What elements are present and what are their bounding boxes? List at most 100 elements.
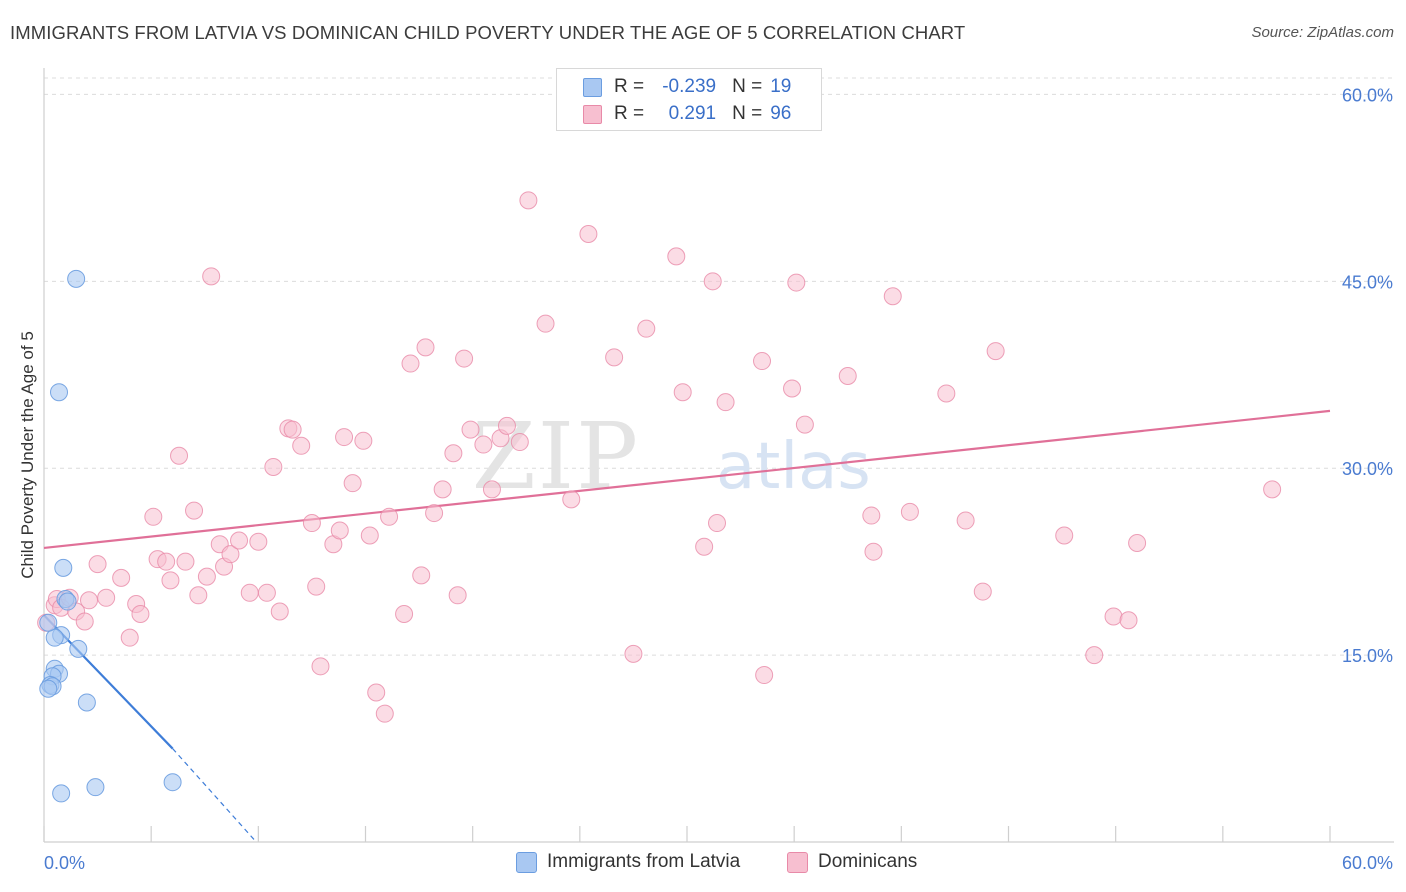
legend-swatch-dominicans xyxy=(583,104,602,124)
point-dominican xyxy=(862,506,881,525)
point-dominican xyxy=(97,588,116,607)
point-dominican xyxy=(416,338,435,357)
legend-r-label: R = xyxy=(614,76,645,97)
legend-row-dominicans: R = 0.291 N = 96 xyxy=(583,102,791,126)
legend-n-value: 19 xyxy=(770,76,792,97)
point-dominican xyxy=(838,367,857,386)
point-dominican xyxy=(249,532,268,551)
point-dominican xyxy=(75,612,94,631)
point-dominican xyxy=(461,420,480,439)
point-dominican xyxy=(673,383,692,402)
point-dominican xyxy=(380,507,399,526)
point-dominican xyxy=(605,348,624,367)
point-dominican xyxy=(883,287,902,306)
point-dominican xyxy=(343,474,362,493)
point-dominican xyxy=(257,583,276,602)
point-dominican xyxy=(230,531,249,550)
point-dominican xyxy=(112,568,131,587)
point-dominican xyxy=(221,545,240,564)
point-dominican xyxy=(448,586,467,605)
point-dominican xyxy=(703,272,722,291)
point-dominican xyxy=(900,502,919,521)
point-dominican xyxy=(1104,607,1123,626)
trend-line-latvia-extension xyxy=(172,748,255,840)
point-dominican xyxy=(157,552,176,571)
point-dominican xyxy=(144,507,163,526)
point-latvia xyxy=(54,558,73,577)
trend-line-dominicans xyxy=(43,409,1331,550)
y-tick-label: 30.0% xyxy=(1342,459,1393,479)
point-dominican xyxy=(335,428,354,447)
point-dominican xyxy=(1085,646,1104,665)
point-dominican xyxy=(367,683,386,702)
point-latvia xyxy=(39,613,58,632)
y-tick-label: 15.0% xyxy=(1342,646,1393,666)
source-credit: Source: ZipAtlas.com xyxy=(1251,24,1394,41)
point-dominican xyxy=(292,436,311,455)
point-dominican xyxy=(1128,533,1147,552)
point-dominican xyxy=(497,416,516,435)
point-dominican xyxy=(302,514,321,533)
point-dominican xyxy=(307,577,326,596)
legend-n-label: N = xyxy=(732,76,763,97)
bottom-legend-latvia-label: Immigrants from Latvia xyxy=(547,851,741,872)
bottom-swatch-latvia xyxy=(516,851,537,873)
point-dominican xyxy=(624,644,643,663)
point-dominican xyxy=(412,566,431,585)
bottom-legend-latvia: Immigrants from Latvia xyxy=(516,851,740,873)
point-dominican xyxy=(695,537,714,556)
point-dominican xyxy=(283,420,302,439)
point-dominican xyxy=(579,224,598,243)
axes xyxy=(43,68,1394,843)
point-dominican xyxy=(536,314,555,333)
point-dominican xyxy=(330,521,349,540)
point-dominican xyxy=(973,582,992,601)
point-dominican xyxy=(176,552,195,571)
gridlines xyxy=(44,77,1394,656)
point-dominican xyxy=(189,586,208,605)
point-dominican xyxy=(986,342,1005,361)
chart-title: IMMIGRANTS FROM LATVIA VS DOMINICAN CHIL… xyxy=(10,22,966,43)
point-dominican xyxy=(270,602,289,621)
point-latvia xyxy=(67,269,86,288)
point-latvia xyxy=(77,693,96,712)
point-dominican xyxy=(474,435,493,454)
point-dominican xyxy=(425,504,444,523)
point-dominican xyxy=(375,704,394,723)
data-points xyxy=(37,191,1282,803)
point-dominican xyxy=(795,415,814,434)
point-dominican xyxy=(354,431,373,450)
x-tick-label: 0.0% xyxy=(44,853,85,873)
point-dominican xyxy=(360,526,379,545)
point-dominican xyxy=(716,393,735,412)
point-dominican xyxy=(401,354,420,373)
point-dominican xyxy=(185,501,204,520)
y-tick-label: 45.0% xyxy=(1342,272,1393,292)
point-dominican xyxy=(161,571,180,590)
point-latvia xyxy=(39,679,58,698)
point-latvia xyxy=(69,639,88,658)
point-dominican xyxy=(562,490,581,509)
point-dominican xyxy=(264,457,283,476)
point-latvia xyxy=(45,628,64,647)
point-dominican xyxy=(708,514,727,533)
point-dominican xyxy=(433,480,452,499)
point-latvia xyxy=(52,784,71,803)
point-dominican xyxy=(637,319,656,338)
x-tick-label: 60.0% xyxy=(1342,853,1393,873)
legend-n-value: 96 xyxy=(770,103,792,124)
point-dominican xyxy=(80,591,99,610)
legend-n-label: N = xyxy=(732,103,763,124)
trend-lines xyxy=(43,409,1331,840)
point-dominican xyxy=(783,379,802,398)
bottom-legend-dominicans: Dominicans xyxy=(787,851,917,873)
point-latvia xyxy=(50,383,69,402)
point-dominican xyxy=(120,628,139,647)
point-dominican xyxy=(311,657,330,676)
legend-swatch-latvia xyxy=(583,77,602,97)
point-latvia xyxy=(58,592,77,611)
point-dominican xyxy=(510,433,529,452)
point-dominican xyxy=(864,542,883,561)
point-dominican xyxy=(1055,526,1074,545)
